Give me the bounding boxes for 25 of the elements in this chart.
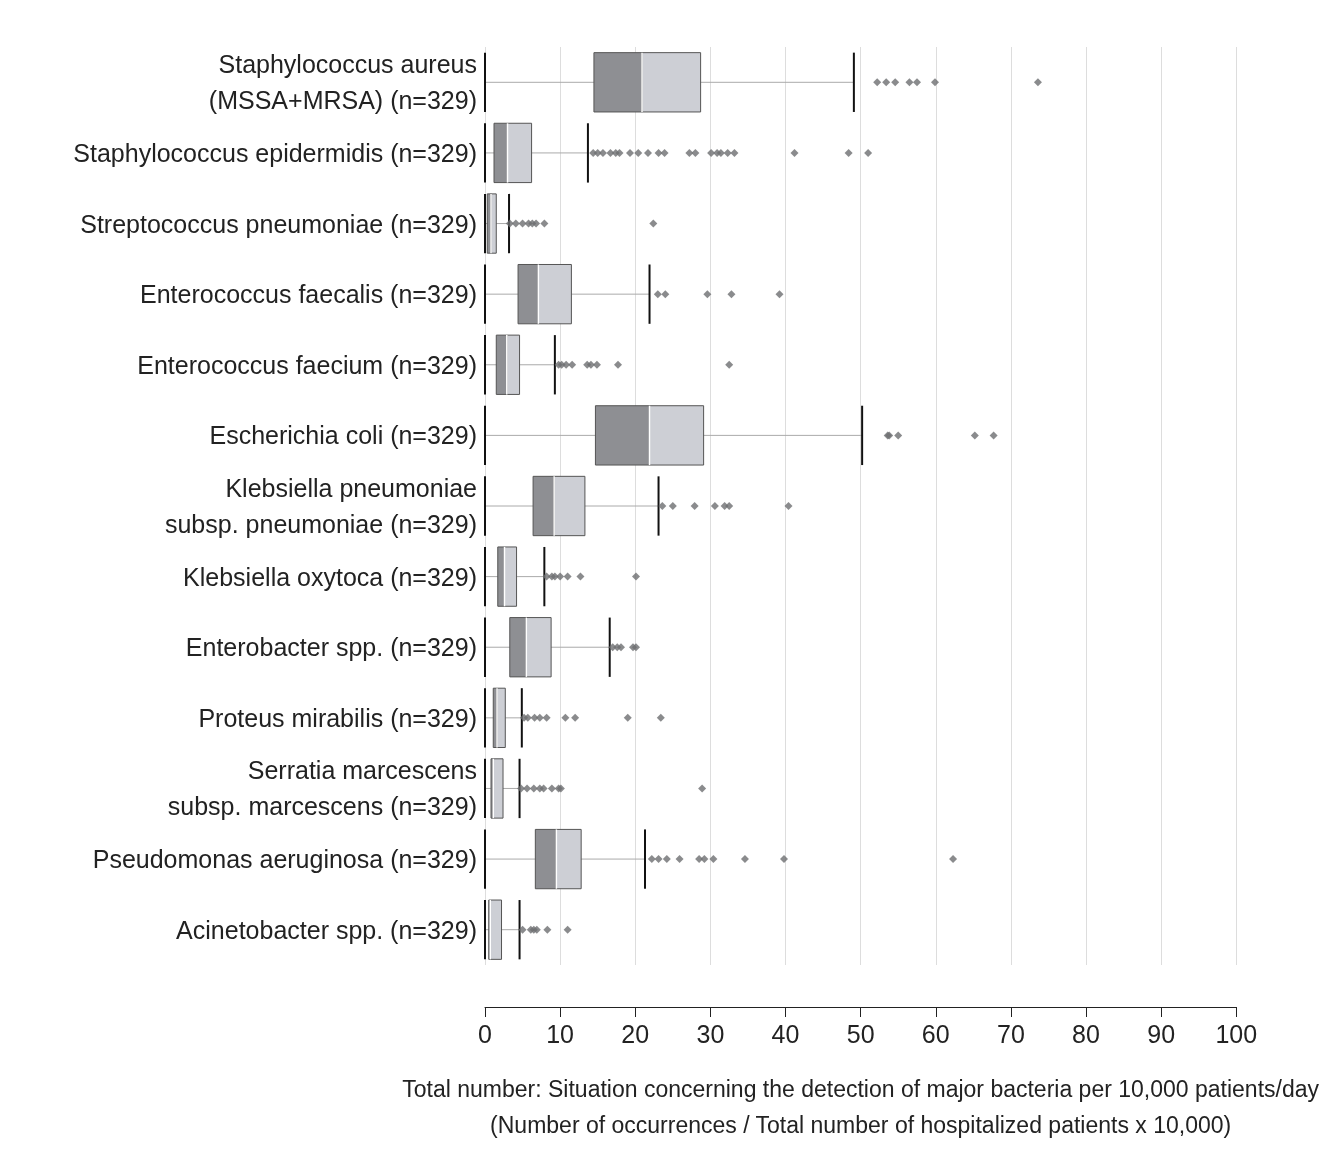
x-tick-label: 80 <box>1072 1019 1100 1048</box>
x-tick-label: 100 <box>1215 1019 1258 1048</box>
y-tick-label: Klebsiella pneumoniae subsp. pneumoniae (n=329) <box>164 474 477 538</box>
x-tick-label: 30 <box>696 1019 725 1048</box>
x-tick-label: 50 <box>846 1019 875 1048</box>
y-tick-label: Enterobacter spp. (n=329) <box>185 633 477 662</box>
x-tick-label: 60 <box>921 1019 950 1048</box>
y-tick-label: Streptococcus pneumoniae (n=329) <box>80 209 477 238</box>
x-axis-title: Total number: Situation concerning the detection of major bacteria per 10,000 patients/day (Number of occurrences / Total number of hospitalized patients x 10,000) <box>402 1076 1320 1138</box>
y-tick-label: Serratia marcescens subsp. marcescens (n=329) <box>167 756 477 821</box>
y-tick-label: Acinetobacter spp. (n=329) <box>176 915 477 944</box>
x-tick-label: 90 <box>1147 1019 1176 1048</box>
x-tick-label: 70 <box>996 1019 1025 1048</box>
y-tick-label: Escherichia coli (n=329) <box>209 421 477 450</box>
y-tick-label: Proteus mirabilis (n=329) <box>198 703 477 732</box>
x-tick-label: 0 <box>478 1019 492 1048</box>
y-tick-label: Pseudomonas aeruginosa (n=329) <box>92 845 477 874</box>
y-tick-label: Enterococcus faecium (n=329) <box>137 350 477 379</box>
x-tick-label: 20 <box>621 1019 650 1048</box>
y-tick-label: Staphylococcus epidermidis (n=329) <box>73 138 477 167</box>
y-tick-label: Klebsiella oxytoca (n=329) <box>183 562 477 591</box>
y-tick-label: Staphylococcus aureus (MSSA+MRSA) (n=329) <box>208 50 477 115</box>
y-tick-label: Enterococcus faecalis (n=329) <box>140 280 477 309</box>
x-tick-label: 40 <box>771 1019 800 1048</box>
x-tick-label: 10 <box>546 1019 575 1048</box>
